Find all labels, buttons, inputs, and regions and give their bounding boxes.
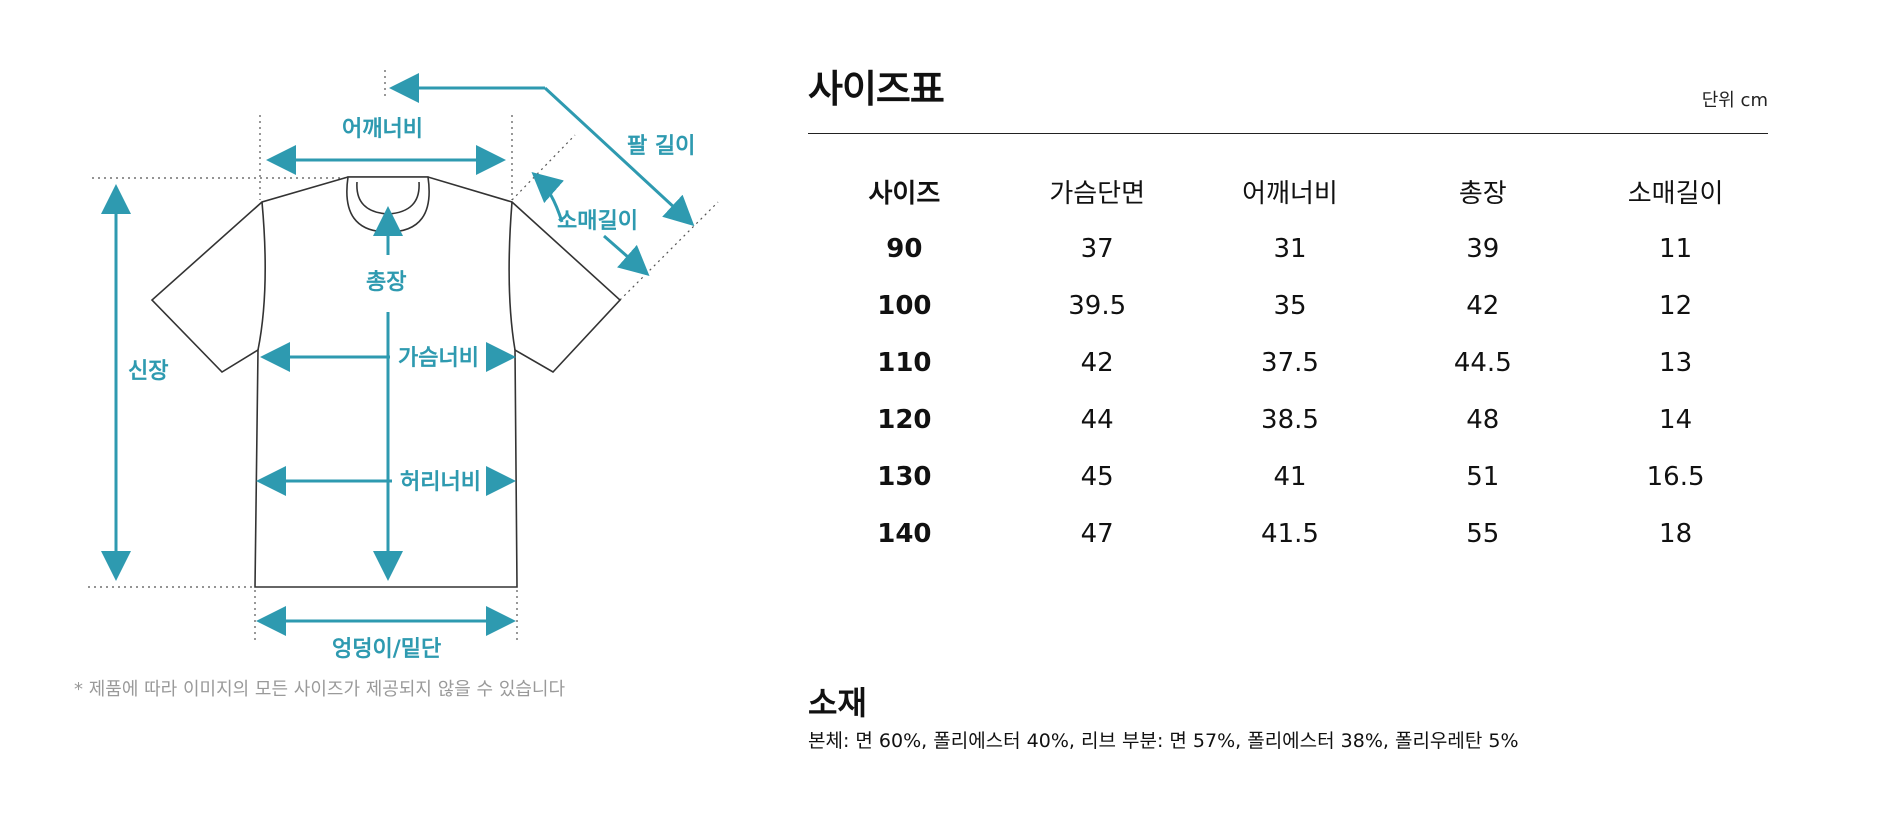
cell-total-length: 48 [1466,404,1500,435]
cell-total-length: 51 [1466,461,1500,492]
cell-size: 110 [877,347,932,378]
cell-shoulder: 38.5 [1261,404,1319,435]
header-total-length: 총장 [1458,179,1507,209]
header-chest: 가슴단면 [1049,179,1146,209]
label-waist: 허리너비 [400,470,481,495]
material-text: 본체: 면 60%, 폴리에스터 40%, 리브 부분: 면 57%, 폴리에스… [808,730,1519,752]
table-row: 140 47 41.5 55 18 [808,505,1772,562]
table-row: 130 45 41 51 16.5 [808,448,1772,505]
material-title: 소재 [808,684,867,722]
header-size: 사이즈 [868,179,941,209]
cell-chest: 39.5 [1068,290,1127,321]
cell-chest: 42 [1080,347,1114,378]
cell-sleeve: 12 [1659,290,1693,321]
label-total-length: 총장 [366,270,406,295]
cell-shoulder: 35 [1273,290,1307,321]
cell-sleeve: 11 [1659,233,1693,264]
label-hem: 엉덩이/밑단 [332,637,441,662]
cell-total-length: 39 [1466,233,1500,264]
cell-size: 90 [886,233,923,264]
label-height: 신장 [128,359,168,384]
tshirt-diagram-svg: 어깨너비 팔 길이 소매길이 신장 총장 가슴너비 허리너비 엉덩이/밑단 [88,70,719,662]
diagram-footnote: * 제품에 따라 이미지의 모든 사이즈가 제공되지 않을 수 있습니다 [74,679,566,700]
size-table: 사이즈 가슴단면 어깨너비 총장 소매길이 90 37 31 39 11 100… [808,163,1772,562]
cell-size: 100 [877,290,932,321]
cell-total-length: 42 [1466,290,1500,321]
measurement-diagram: 어깨너비 팔 길이 소매길이 신장 총장 가슴너비 허리너비 엉덩이/밑단 * … [0,0,780,720]
label-shoulder: 어깨너비 [342,117,423,142]
table-header-row: 사이즈 가슴단면 어깨너비 총장 소매길이 [808,163,1772,220]
size-chart-unit: 단위 cm [1701,90,1768,111]
sleeve-arrow-down [603,234,650,276]
cell-chest: 44 [1080,404,1114,435]
label-arm-length: 팔 길이 [627,134,695,159]
cell-sleeve: 16.5 [1646,461,1705,492]
label-sleeve: 소매길이 [557,209,638,234]
size-chart-title: 사이즈표 [808,67,945,111]
table-row: 100 39.5 35 42 12 [808,277,1772,334]
cell-shoulder: 37.5 [1261,347,1319,378]
cell-shoulder: 31 [1273,233,1307,264]
table-row: 120 44 38.5 48 14 [808,391,1772,448]
cell-sleeve: 18 [1659,518,1693,549]
cell-shoulder: 41 [1273,461,1307,492]
cell-size: 120 [877,404,932,435]
cell-size: 140 [877,518,932,549]
arm-length-arrow-down [543,86,695,227]
cell-chest: 47 [1080,518,1114,549]
cell-chest: 37 [1080,233,1114,264]
header-shoulder: 어깨너비 [1242,179,1338,209]
cell-chest: 45 [1080,461,1114,492]
tshirt-outline [150,176,622,588]
header-sleeve: 소매길이 [1627,179,1724,209]
guide-lines [88,70,719,640]
sleeve-arrow-up [531,172,564,223]
cell-sleeve: 13 [1659,347,1693,378]
cell-total-length: 55 [1466,518,1500,549]
table-row: 90 37 31 39 11 [808,220,1772,277]
cell-shoulder: 41.5 [1261,518,1319,549]
table-row: 110 42 37.5 44.5 13 [808,334,1772,391]
title-divider [808,133,1768,134]
cell-total-length: 44.5 [1453,347,1512,378]
measurement-arrows [101,73,695,636]
label-chest: 가슴너비 [398,346,479,371]
cell-sleeve: 14 [1659,404,1693,435]
cell-size: 130 [877,461,932,492]
